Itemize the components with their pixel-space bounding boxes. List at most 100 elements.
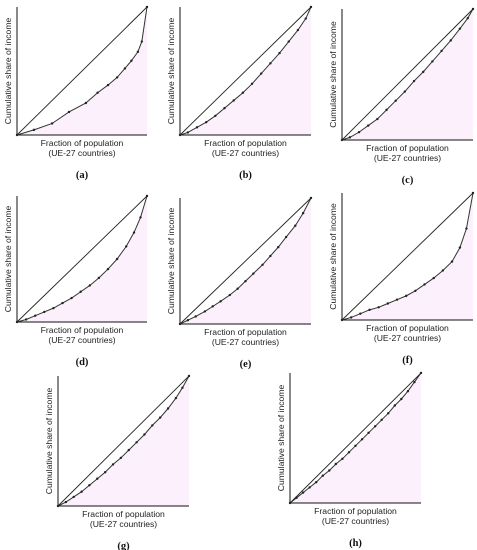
lorenz-point-5 xyxy=(96,477,99,480)
lorenz-point-1 xyxy=(186,319,190,322)
area-under-curve xyxy=(17,7,147,135)
lorenz-point-0 xyxy=(340,138,344,142)
lorenz-point-13 xyxy=(373,425,377,428)
lorenz-point-7 xyxy=(115,76,119,79)
lorenz-point-8 xyxy=(123,67,127,70)
lorenz-point-4 xyxy=(52,306,55,310)
lorenz-point-12 xyxy=(125,245,128,248)
lorenz-point-1 xyxy=(32,128,36,132)
lorenz-point-10 xyxy=(135,441,138,444)
lorenz-point-11 xyxy=(115,257,119,261)
lorenz-point-7 xyxy=(334,462,338,466)
lorenz-point-13 xyxy=(458,27,462,30)
x-axis-label: Fraction of population xyxy=(366,323,449,333)
lorenz-point-4 xyxy=(376,117,379,121)
chart-panel-a: Cumulative share of income Fraction of po… xyxy=(3,5,149,181)
lorenz-point-9 xyxy=(423,283,426,286)
x-axis-sublabel: (UE-27 countries) xyxy=(48,148,115,158)
lorenz-point-15 xyxy=(145,194,149,198)
lorenz-point-3 xyxy=(368,308,371,312)
lorenz-point-9 xyxy=(127,448,130,452)
lorenz-point-13 xyxy=(296,28,300,32)
lorenz-point-0 xyxy=(178,133,182,137)
lorenz-point-7 xyxy=(403,90,407,93)
chart-panel-h: Cumulative share of income Fraction of po… xyxy=(276,371,423,549)
lorenz-point-5 xyxy=(96,91,99,94)
chart-panel-d: Cumulative share of income Fraction of po… xyxy=(3,194,149,368)
area-under-curve xyxy=(342,193,473,320)
panel-caption: (a) xyxy=(76,170,89,181)
lorenz-point-15 xyxy=(471,191,475,195)
area-under-curve xyxy=(17,196,147,322)
lorenz-point-1 xyxy=(295,496,298,499)
x-axis-label: Fraction of population xyxy=(314,506,397,516)
lorenz-point-2 xyxy=(34,314,37,317)
lorenz-point-1 xyxy=(349,316,353,319)
lorenz-point-5 xyxy=(223,106,226,110)
lorenz-point-11 xyxy=(278,51,281,55)
lorenz-point-11 xyxy=(143,433,146,436)
lorenz-point-17 xyxy=(187,374,191,378)
lorenz-point-5 xyxy=(385,108,388,112)
y-axis-label: Cumulative share of income xyxy=(166,208,176,315)
x-axis-label: Fraction of population xyxy=(204,327,287,337)
lorenz-point-0 xyxy=(56,504,60,508)
panel-caption: (d) xyxy=(76,357,89,368)
panel-caption: (c) xyxy=(402,175,414,186)
lorenz-point-2 xyxy=(194,315,197,318)
lorenz-point-2 xyxy=(359,312,362,315)
lorenz-point-12 xyxy=(367,431,370,434)
y-axis-label: Cumulative share of income xyxy=(166,18,176,125)
lorenz-point-5 xyxy=(386,302,390,305)
lorenz-point-6 xyxy=(232,99,235,102)
lorenz-point-10 xyxy=(136,50,140,53)
lorenz-point-10 xyxy=(269,62,272,65)
area-under-curve xyxy=(290,373,421,503)
lorenz-point-8 xyxy=(250,82,254,86)
lorenz-point-6 xyxy=(228,293,231,297)
lorenz-point-4 xyxy=(84,101,88,105)
lorenz-point-14 xyxy=(166,407,170,410)
lorenz-point-1 xyxy=(24,318,28,321)
lorenz-point-20 xyxy=(419,371,423,375)
y-axis-label: Cumulative share of income xyxy=(3,206,13,313)
lorenz-point-9 xyxy=(347,451,351,454)
lorenz-point-2 xyxy=(357,130,361,134)
lorenz-point-9 xyxy=(252,272,255,275)
x-axis-sublabel: (UE-27 countries) xyxy=(374,333,441,343)
lorenz-point-1 xyxy=(64,500,68,504)
lorenz-point-13 xyxy=(458,246,462,249)
lorenz-point-2 xyxy=(50,122,54,125)
lorenz-point-3 xyxy=(367,124,370,127)
chart-panel-f: Cumulative share of income Fraction of po… xyxy=(328,191,475,366)
lorenz-point-14 xyxy=(380,418,383,421)
lorenz-point-13 xyxy=(132,231,136,234)
lorenz-point-6 xyxy=(70,296,73,300)
lorenz-point-4 xyxy=(88,484,91,487)
lorenz-point-15 xyxy=(309,5,313,9)
x-axis-sublabel: (UE-27 countries) xyxy=(90,519,157,529)
lorenz-point-3 xyxy=(308,486,311,489)
lorenz-point-12 xyxy=(449,39,452,42)
lorenz-point-10 xyxy=(354,444,357,447)
y-axis-label: Cumulative share of income xyxy=(328,203,338,310)
lorenz-point-8 xyxy=(244,279,247,283)
lorenz-point-8 xyxy=(119,456,123,460)
lorenz-point-6 xyxy=(328,469,331,472)
y-axis-label: Cumulative share of income xyxy=(276,385,286,492)
lorenz-point-8 xyxy=(412,79,416,83)
lorenz-point-5 xyxy=(321,474,324,477)
lorenz-point-10 xyxy=(431,60,434,63)
lorenz-point-4 xyxy=(315,481,318,484)
lorenz-point-6 xyxy=(106,83,110,87)
lorenz-point-0 xyxy=(15,320,19,324)
lorenz-point-14 xyxy=(294,224,297,227)
chart-panel-b: Cumulative share of income Fraction of po… xyxy=(166,5,313,181)
lorenz-point-6 xyxy=(395,298,399,301)
lorenz-point-14 xyxy=(465,227,468,230)
lorenz-curve xyxy=(179,6,312,136)
lorenz-point-14 xyxy=(139,216,142,219)
lorenz-point-1 xyxy=(186,131,190,134)
x-axis-sublabel: (UE-27 countries) xyxy=(322,516,389,526)
lorenz-point-12 xyxy=(287,40,290,43)
